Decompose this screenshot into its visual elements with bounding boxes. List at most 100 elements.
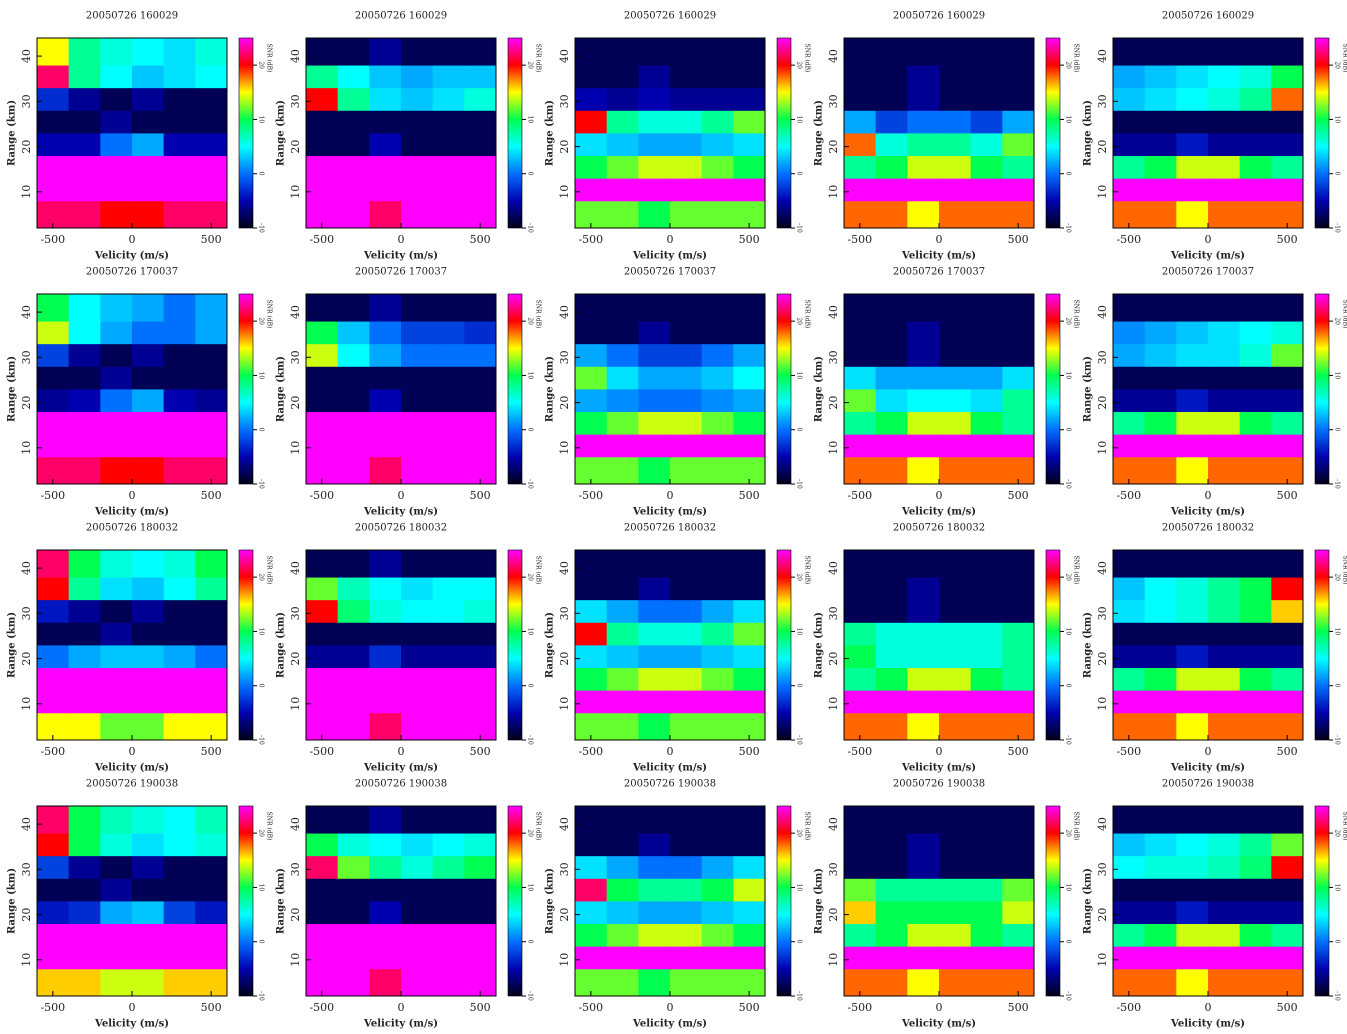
heat-cell — [1113, 411, 1146, 435]
heat-cell — [100, 667, 133, 691]
heat-cell — [1144, 550, 1177, 578]
heat-cell — [1239, 321, 1272, 345]
heat-cell — [432, 178, 465, 202]
heat-cell — [1239, 366, 1272, 390]
colorbar-tick-label: 0 — [796, 684, 803, 688]
heat-cell — [1002, 946, 1035, 970]
heat-cell — [432, 855, 465, 879]
heat-cell — [606, 321, 639, 345]
heat-cell — [432, 133, 465, 157]
heat-cell — [875, 366, 908, 390]
heat-cell — [1113, 550, 1146, 578]
heat-cell — [1271, 65, 1304, 89]
y-tick-label: 20 — [20, 652, 33, 666]
x-tick-label: 500 — [1008, 745, 1029, 758]
x-tick-label: -500 — [309, 233, 334, 246]
heat-cell — [670, 200, 703, 229]
colorbar — [507, 805, 523, 997]
heat-cell — [1113, 878, 1146, 902]
heat-cell — [844, 878, 877, 902]
heat-cell — [701, 878, 734, 902]
heat-cell — [100, 65, 133, 89]
heat-cell — [306, 110, 339, 134]
heat-cell — [844, 599, 877, 623]
colorbar-tick-label: -10 — [1334, 991, 1341, 1001]
chart-title: 20050726 160029 — [86, 11, 178, 22]
heat-cell — [195, 622, 228, 646]
heat-cell — [939, 294, 972, 322]
heat-cell — [701, 923, 734, 947]
heat-cell — [875, 38, 908, 66]
heat-cell — [195, 577, 228, 601]
heat-cell — [464, 855, 497, 879]
heat-cell — [1239, 550, 1272, 578]
heat-cell — [701, 389, 734, 413]
x-tick-label: -500 — [847, 745, 872, 758]
y-tick-label: 30 — [558, 606, 571, 620]
heat-cell — [401, 87, 434, 111]
heat-cell — [37, 411, 70, 435]
heat-cell — [939, 87, 972, 111]
y-axis-label: Range (km) — [7, 100, 18, 166]
heat-cell — [337, 833, 370, 857]
y-tick-label: 30 — [289, 350, 302, 364]
heat-cell — [701, 434, 734, 458]
colorbar — [1314, 37, 1330, 229]
heat-cell — [907, 622, 940, 646]
heat-cell — [939, 155, 972, 179]
colorbar-tick-label: -10 — [796, 735, 803, 745]
heat-cell — [337, 667, 370, 691]
heat-cell — [464, 622, 497, 646]
heat-cell — [638, 667, 671, 691]
colorbar-tick-label: -10 — [258, 735, 265, 745]
heat-cell — [1176, 133, 1209, 157]
heat-cell — [575, 690, 608, 714]
heat-cell — [163, 87, 196, 111]
heat-cell — [875, 178, 908, 202]
heat-cell — [1176, 667, 1209, 691]
heat-cell — [575, 878, 608, 902]
x-tick-label: 500 — [1277, 745, 1298, 758]
y-tick-label: 40 — [827, 561, 840, 575]
heat-cell — [337, 87, 370, 111]
heat-cell — [195, 389, 228, 413]
heat-cell — [369, 550, 402, 578]
heat-cell — [306, 65, 339, 89]
heat-cell — [1144, 366, 1177, 390]
heat-cell — [1176, 622, 1209, 646]
heat-cell — [970, 366, 1003, 390]
heat-cell — [701, 133, 734, 157]
colorbar-tick-label: -10 — [527, 223, 534, 233]
heat-cell — [132, 968, 165, 997]
heat-cell — [1176, 294, 1209, 322]
heat-cell — [401, 968, 434, 997]
chart-title: 20050726 160029 — [1162, 11, 1254, 22]
colorbar-label: SNR (dB) — [1342, 44, 1347, 73]
heat-cell — [701, 366, 734, 390]
heat-cell — [132, 690, 165, 714]
heat-cell — [638, 155, 671, 179]
heat-cell — [1239, 968, 1272, 997]
heat-cell — [844, 178, 877, 202]
heat-cell — [306, 667, 339, 691]
colorbar-label: SNR (dB) — [804, 812, 811, 841]
x-tick-label: 0 — [129, 745, 136, 758]
heat-cell — [464, 178, 497, 202]
heat-cell — [907, 456, 940, 485]
heat-cell — [844, 133, 877, 157]
heat-cell — [369, 321, 402, 345]
heat-cell — [1271, 577, 1304, 601]
heat-cell — [1113, 65, 1146, 89]
colorbar-tick-label: 10 — [1334, 372, 1341, 380]
heat-cell — [100, 110, 133, 134]
heat-cell — [100, 712, 133, 741]
heat-cell — [907, 806, 940, 834]
heat-cell — [163, 968, 196, 997]
colorbar-tick-label: 20 — [527, 61, 534, 69]
heat-cell — [163, 200, 196, 229]
heat-cell — [432, 878, 465, 902]
heat-cell — [606, 155, 639, 179]
heat-cell — [638, 712, 671, 741]
heat-cell — [432, 645, 465, 669]
heat-cell — [970, 878, 1003, 902]
